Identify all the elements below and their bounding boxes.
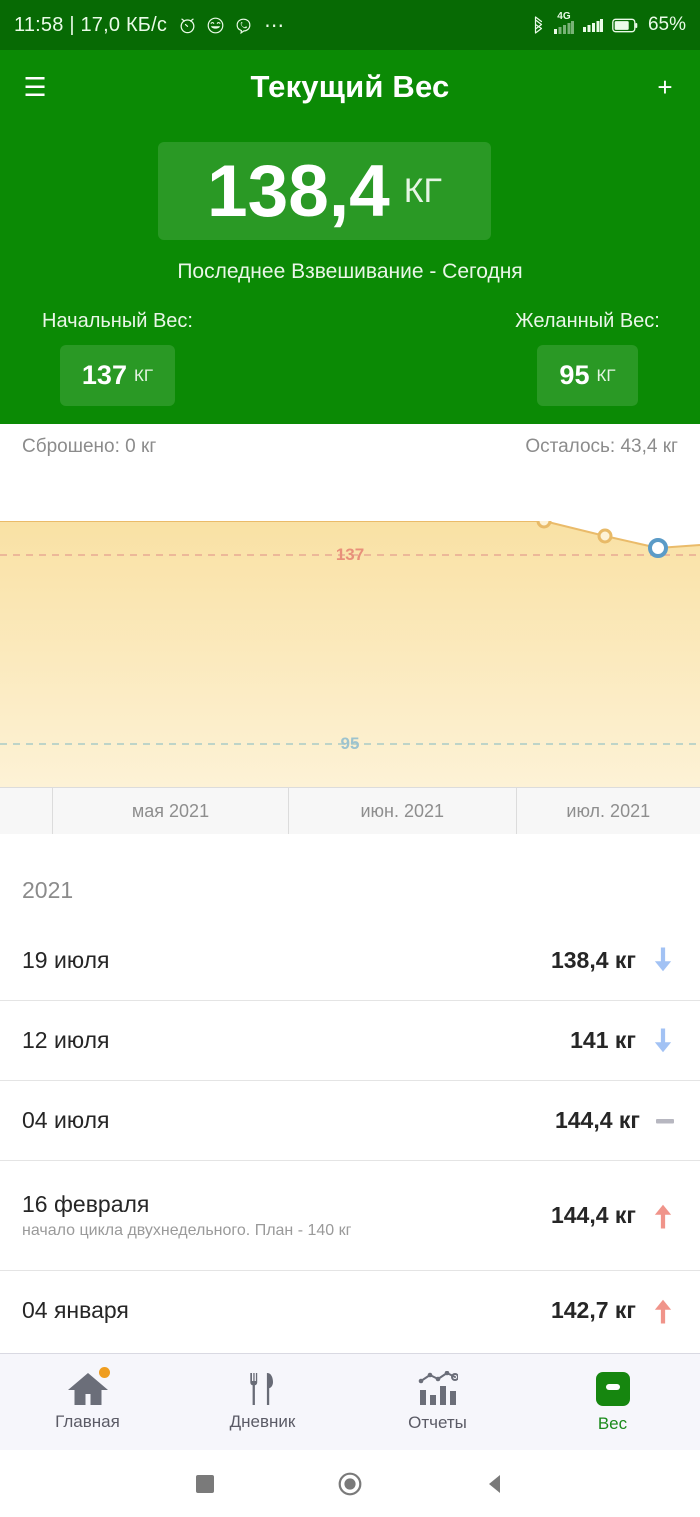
svg-text:137: 137 <box>336 545 364 564</box>
svg-text:95: 95 <box>341 734 360 753</box>
